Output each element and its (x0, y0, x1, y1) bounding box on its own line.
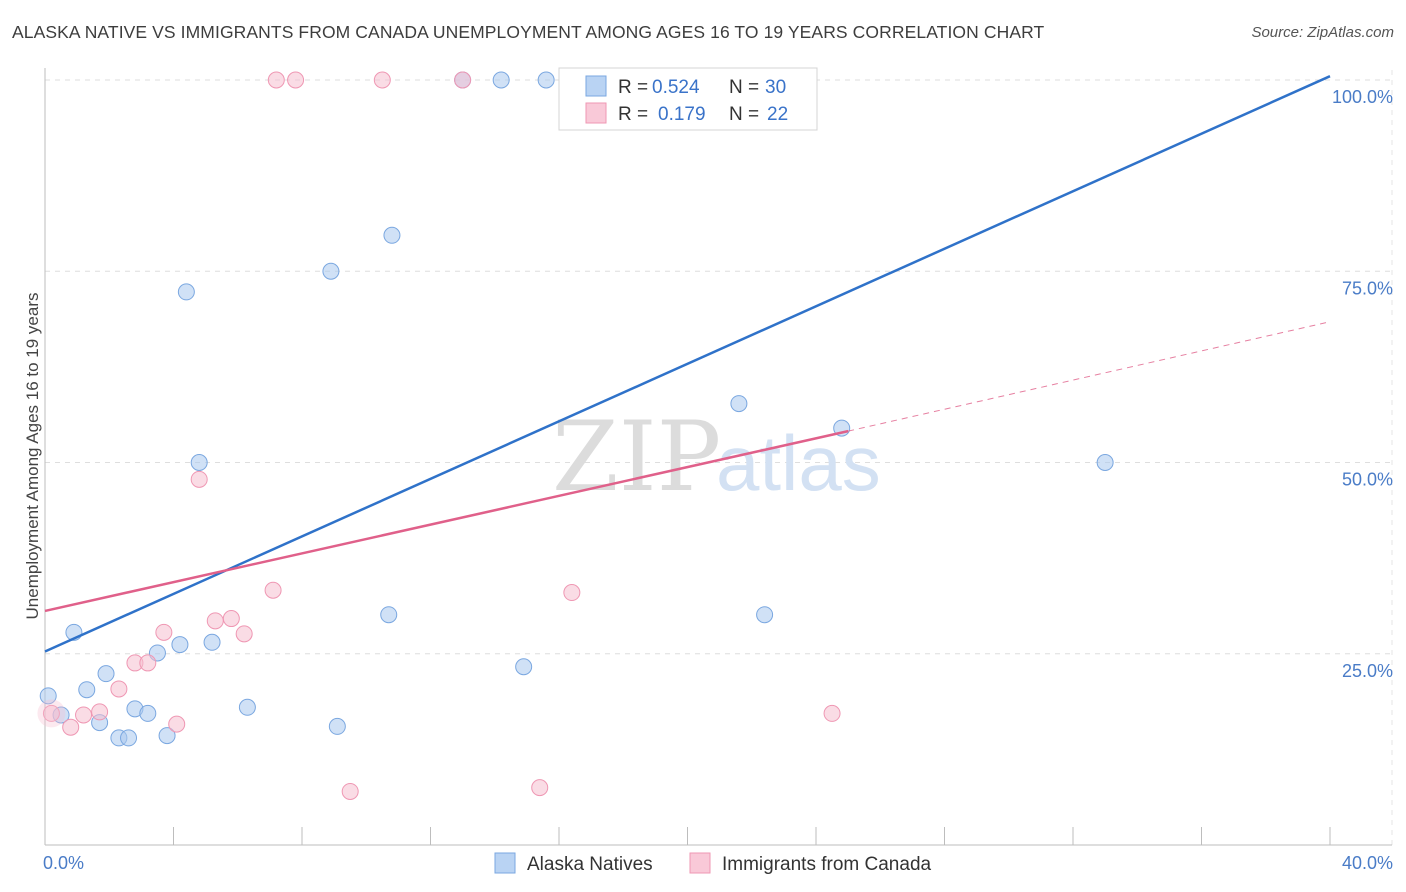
legend-swatch-immigrants-canada (689, 852, 711, 874)
point-immigrants-canada-2 (75, 706, 93, 724)
stats-r-value-canada: 0.179 (658, 104, 706, 125)
stats-n-label-canada: N = (729, 104, 759, 125)
point-immigrants-canada-18 (454, 71, 472, 89)
point-alaska-natives-25 (730, 395, 748, 413)
trend-line-immigrants-canada (44, 429, 849, 613)
point-immigrants-canada-17 (373, 71, 391, 89)
legend-label-immigrants-canada: Immigrants from Canada (722, 854, 932, 875)
point-immigrants-canada-7 (155, 623, 173, 641)
point-immigrants-canada-11 (222, 610, 240, 628)
point-immigrants-canada-19 (531, 779, 549, 797)
point-immigrants-canada-21 (823, 704, 841, 722)
point-alaska-natives-0 (39, 687, 57, 705)
y-tick-labels: 25.0% 50.0% 75.0% 100.0% (1332, 87, 1393, 681)
point-alaska-natives-20 (380, 606, 398, 624)
stats-r-value-alaska: 0.524 (652, 77, 700, 98)
chart-source: Source: ZipAtlas.com (1251, 24, 1394, 41)
point-immigrants-canada-0 (42, 704, 60, 722)
point-alaska-natives-18 (328, 717, 346, 735)
watermark-atlas: atlas (716, 419, 881, 507)
point-alaska-natives-15 (203, 633, 221, 651)
trend-line-alaska-natives (44, 75, 1331, 653)
stats-n-value-alaska: 30 (765, 77, 786, 98)
point-immigrants-canada-4 (110, 680, 128, 698)
chart-title: ALASKA NATIVE VS IMMIGRANTS FROM CANADA … (12, 22, 1045, 42)
point-alaska-natives-23 (515, 658, 533, 676)
point-alaska-natives-29 (1096, 454, 1114, 471)
y-tick-label-0: 25.0% (1342, 661, 1393, 681)
point-alaska-natives-19 (383, 226, 401, 244)
stats-n-value-canada: 22 (767, 104, 788, 125)
point-alaska-natives-16 (238, 698, 256, 716)
point-immigrants-canada-13 (264, 581, 282, 599)
y-tick-label-3: 100.0% (1332, 87, 1393, 107)
stats-legend-swatch-alaska (585, 75, 607, 97)
point-immigrants-canada-9 (190, 470, 208, 488)
point-alaska-natives-24 (537, 71, 555, 89)
point-immigrants-canada-15 (287, 71, 305, 89)
point-immigrants-canada-cluster (37, 699, 66, 728)
series-legend: Alaska Natives Immigrants from Canada (494, 852, 932, 875)
point-alaska-natives-14 (190, 454, 208, 471)
point-immigrants-canada-12 (235, 625, 253, 643)
stats-r-label-alaska: R = (618, 77, 648, 98)
point-immigrants-canada-14 (267, 71, 285, 89)
stats-legend-swatch-canada (585, 102, 607, 124)
trend-line-immigrants-canada-extension (848, 321, 1331, 432)
point-alaska-natives-9 (139, 704, 157, 722)
point-immigrants-canada-1 (62, 718, 80, 736)
point-immigrants-canada-8 (168, 715, 186, 733)
x-tick-label-0: 0.0% (43, 853, 84, 873)
point-alaska-natives-17 (322, 262, 340, 280)
trend-lines (44, 75, 1331, 653)
point-alaska-natives-27 (756, 606, 774, 624)
stats-r-label-canada: R = (618, 104, 648, 125)
x-tick-label-1: 40.0% (1342, 853, 1393, 873)
y-tick-label-2: 75.0% (1342, 278, 1393, 298)
point-immigrants-canada-16 (341, 782, 359, 800)
point-alaska-natives-22 (492, 71, 510, 89)
point-alaska-natives-12 (171, 636, 189, 654)
watermark: ZIP atlas (552, 401, 881, 513)
point-alaska-natives-11 (158, 727, 176, 745)
point-immigrants-canada-10 (206, 612, 224, 630)
point-alaska-natives-13 (177, 283, 195, 301)
point-immigrants-canada-6 (139, 654, 157, 672)
legend-label-alaska-natives: Alaska Natives (527, 854, 653, 875)
y-axis-label: Unemployment Among Ages 16 to 19 years (23, 293, 42, 620)
legend-swatch-alaska-natives (494, 852, 516, 874)
y-tick-label-1: 50.0% (1342, 470, 1393, 490)
stats-n-label-alaska: N = (729, 77, 759, 98)
point-immigrants-canada-20 (563, 584, 581, 602)
watermark-zip: ZIP (552, 401, 721, 513)
point-alaska-natives-7 (120, 729, 138, 747)
x-tick-labels: 0.0% 40.0% (43, 853, 1393, 873)
point-alaska-natives-3 (78, 681, 96, 699)
stats-legend: R = 0.524 N = 30 R = 0.179 N = 22 (558, 67, 818, 131)
data-points (37, 71, 1114, 800)
point-alaska-natives-5 (97, 665, 115, 683)
point-immigrants-canada-3 (91, 703, 109, 721)
